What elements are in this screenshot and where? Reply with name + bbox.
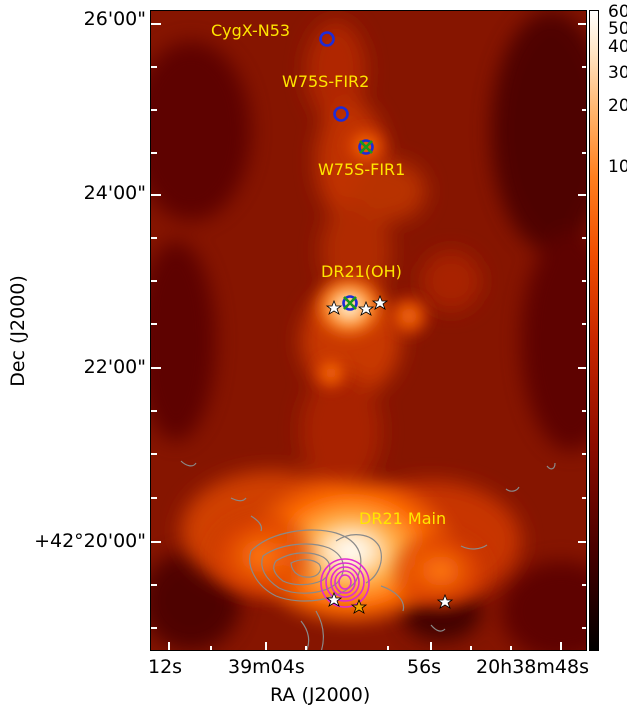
dr21-oh-cross <box>343 296 357 310</box>
colorbar <box>589 10 599 651</box>
x-tick-label: 12s <box>148 656 183 678</box>
gray-contours <box>180 460 556 650</box>
x-tick-label: 56s <box>407 656 442 678</box>
y-axis-title: Dec (J2000) <box>7 275 29 387</box>
label-dr21-oh: DR21(OH) <box>321 262 402 281</box>
cygx-n53-marker <box>319 31 335 47</box>
dr21-oh-marker <box>342 295 358 311</box>
colorbar-tick: 20 <box>608 96 627 116</box>
y-tick-label: 24'00" <box>83 182 146 204</box>
label-w75s-fir1: W75S-FIR1 <box>318 160 406 179</box>
label-dr21-main: DR21 Main <box>359 509 447 528</box>
colorbar-tick: 40 <box>608 37 627 57</box>
y-tick-label: +42°20'00" <box>34 530 146 552</box>
y-tick-label: 22'00" <box>83 356 146 378</box>
colorbar-tick: 50 <box>608 19 627 39</box>
star-marker <box>371 294 389 310</box>
w75s-fir1-marker <box>358 139 374 155</box>
map-image <box>151 11 586 650</box>
y-tick-label: 26'00" <box>83 8 146 30</box>
star-marker <box>357 300 375 316</box>
star-marker <box>325 591 343 607</box>
colorbar-tick: 60 <box>608 2 627 22</box>
magenta-contours <box>320 558 370 608</box>
w75s-fir2-marker <box>333 106 349 122</box>
star-marker <box>325 299 343 315</box>
x-tick-label: 39m04s <box>228 656 305 678</box>
label-w75s-fir2: W75S-FIR2 <box>282 72 370 91</box>
star-marker-orange <box>350 598 368 614</box>
map-image-panel <box>150 10 587 651</box>
x-tick-label: 20h38m48s <box>476 656 589 678</box>
colorbar-tick: 10 <box>608 157 627 177</box>
x-axis-title: RA (J2000) <box>270 684 371 706</box>
w75s-fir1-cross <box>359 140 373 154</box>
star-marker <box>436 593 454 609</box>
label-cygx-n53: CygX-N53 <box>211 21 291 40</box>
colorbar-tick: 30 <box>608 63 627 83</box>
axis-ticks <box>151 23 586 650</box>
star-markers <box>325 294 454 614</box>
